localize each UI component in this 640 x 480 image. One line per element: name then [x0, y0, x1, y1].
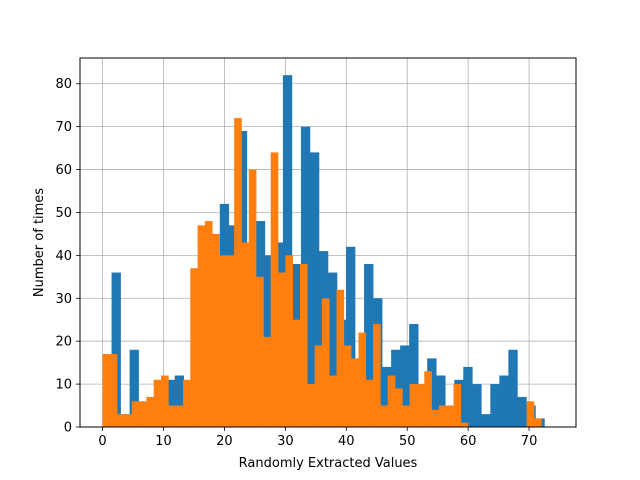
bar: [336, 289, 345, 427]
bar: [109, 354, 118, 427]
bar: [292, 319, 301, 427]
x-axis-ticks: 0 10 20 30 40 50 60 70: [98, 427, 537, 449]
bar: [508, 349, 518, 427]
y-tick-label: 10: [55, 378, 72, 393]
bar: [263, 336, 272, 427]
bar: [364, 263, 374, 427]
bar: [146, 396, 155, 427]
y-tick-label: 40: [55, 249, 72, 264]
bar: [416, 384, 425, 427]
bar: [248, 169, 257, 427]
x-tick-label: 0: [98, 434, 106, 449]
bar: [373, 324, 381, 427]
bar: [190, 268, 198, 427]
bar: [234, 118, 242, 428]
bar: [402, 405, 410, 427]
bar: [409, 324, 419, 427]
bar: [299, 263, 308, 427]
bar: [204, 221, 213, 427]
x-tick-label: 70: [521, 434, 538, 449]
series-b-bars: [102, 118, 542, 428]
y-tick-label: 80: [55, 77, 72, 92]
plot-frame: [79, 57, 577, 428]
bar: [460, 422, 469, 427]
bar: [431, 409, 440, 427]
bar: [219, 255, 228, 427]
bar: [124, 414, 133, 427]
y-tick-label: 30: [55, 292, 72, 307]
x-tick-label: 10: [155, 434, 172, 449]
bar: [346, 246, 356, 427]
bar: [139, 401, 147, 427]
bar: [343, 345, 352, 427]
y-tick-label: 0: [64, 421, 72, 436]
bar: [453, 384, 462, 427]
bar: [102, 354, 111, 427]
bar: [490, 384, 500, 427]
x-tick-label: 40: [338, 434, 355, 449]
x-axis-label: Randomly Extracted Values: [239, 456, 418, 471]
bar: [438, 405, 447, 427]
bar: [481, 414, 491, 427]
bar: [409, 384, 418, 427]
x-tick-label: 50: [399, 434, 416, 449]
bar: [395, 388, 403, 427]
bar: [382, 366, 392, 427]
y-axis-ticks: 0 10 20 30 40 50 60 70 80: [55, 77, 80, 436]
bar: [182, 379, 191, 427]
bar: [436, 375, 446, 427]
bar: [321, 298, 330, 427]
bar: [282, 75, 293, 428]
bar: [400, 345, 410, 427]
bar: [168, 405, 176, 427]
y-tick-label: 20: [55, 335, 72, 350]
y-tick-label: 60: [55, 163, 72, 178]
bar: [329, 375, 337, 427]
bar: [517, 396, 527, 427]
bar: [307, 384, 315, 427]
bar: [314, 345, 323, 427]
x-tick-label: 30: [277, 434, 294, 449]
bar: [285, 255, 293, 427]
x-tick-label: 60: [460, 434, 477, 449]
bar: [256, 276, 264, 427]
bar: [351, 358, 359, 427]
bar: [463, 366, 473, 427]
bar: [153, 379, 162, 427]
bar: [365, 379, 374, 427]
x-tick-label: 20: [216, 434, 233, 449]
bar: [165, 379, 175, 427]
y-tick-label: 70: [55, 120, 72, 135]
bar: [129, 349, 139, 427]
bar: [533, 418, 542, 427]
bar: [424, 371, 432, 427]
y-axis-label: Number of times: [32, 188, 47, 297]
bar: [328, 272, 338, 427]
bar: [175, 405, 184, 427]
bar: [278, 272, 286, 427]
bar: [212, 233, 220, 427]
bar: [226, 255, 235, 427]
bar: [131, 401, 140, 427]
bar: [358, 332, 367, 427]
y-tick-label: 50: [55, 206, 72, 221]
bar: [472, 384, 482, 427]
bar: [161, 375, 169, 427]
bar: [499, 375, 509, 427]
bar: [174, 375, 185, 427]
bar: [387, 375, 396, 427]
bar: [241, 242, 250, 427]
bar: [197, 225, 206, 427]
bar: [309, 152, 320, 427]
bar: [526, 401, 535, 427]
bar: [380, 405, 389, 427]
bar: [270, 152, 279, 427]
bar: [446, 405, 454, 427]
bar: [111, 272, 121, 427]
bar: [117, 414, 125, 427]
